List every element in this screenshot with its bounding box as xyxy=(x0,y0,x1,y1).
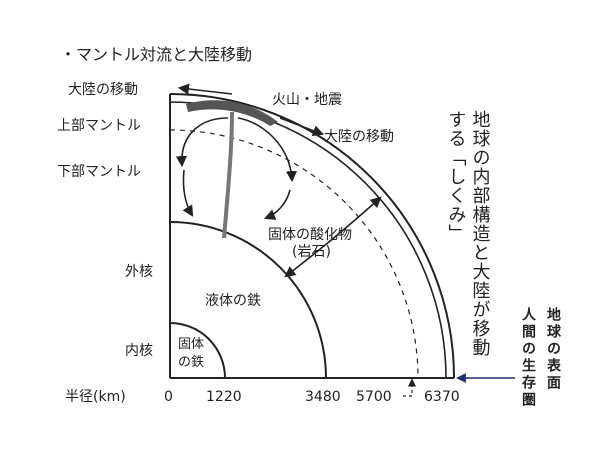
lower-mantle-label: 下部マントル xyxy=(57,164,141,180)
solid-oxide-label: 固体の酸化物 xyxy=(268,227,352,243)
radius-tick-1220: 1220 xyxy=(206,389,242,405)
surface-note-col2: 人間の生存圏 xyxy=(520,306,536,409)
continent-move-left-arrow xyxy=(177,83,233,95)
radius-tick-3480: 3480 xyxy=(305,389,341,405)
solid-iron-label-line2: の鉄 xyxy=(178,355,204,370)
solid-iron-label-line1: 固体 xyxy=(178,337,204,352)
subducting-plate xyxy=(186,100,278,126)
vertical-caption-col2: する「しくみ」 xyxy=(446,110,467,243)
radius-axis-label: 半径(km) xyxy=(65,389,126,405)
vertical-caption-col1: 地球の内部構造と大陸が移動 xyxy=(470,110,491,357)
upper-mantle-label: 上部マントル xyxy=(57,118,141,134)
inner-core-boundary xyxy=(169,322,226,379)
convection-arrow-right-down xyxy=(263,189,291,220)
convection-arrow-right-loop xyxy=(237,117,298,183)
core-mantle-boundary xyxy=(169,221,327,379)
convection-arrow-lower-rise xyxy=(284,196,382,278)
radius-tick-6370: 6370 xyxy=(424,389,460,405)
liquid-iron-label: 液体の鉄 xyxy=(205,293,261,309)
rock-label: (岩石) xyxy=(292,244,331,260)
surface-note-col1: 地球の表面 xyxy=(545,306,562,392)
outer-core-label: 外核 xyxy=(125,264,153,280)
earth-surface-arc xyxy=(169,93,455,379)
diagram-title: ・マントル対流と大陸移動 xyxy=(60,45,252,64)
volcano-quake-label: 火山・地震 xyxy=(272,92,342,108)
continent-move-right-arrow xyxy=(279,117,325,137)
continent-move-right-label: 大陸の移動 xyxy=(324,129,394,145)
radius-tick-5700: 5700 xyxy=(356,389,392,405)
radius-tick-0: 0 xyxy=(164,389,173,405)
continent-move-left-label: 大陸の移動 xyxy=(68,82,138,98)
inner-core-label: 内核 xyxy=(125,343,153,359)
mantle-plume xyxy=(222,111,234,239)
convection-arrow-left-down xyxy=(182,169,194,217)
convection-arrow-left-loop xyxy=(175,117,229,168)
depth-5700-dashed-marker xyxy=(403,380,413,397)
